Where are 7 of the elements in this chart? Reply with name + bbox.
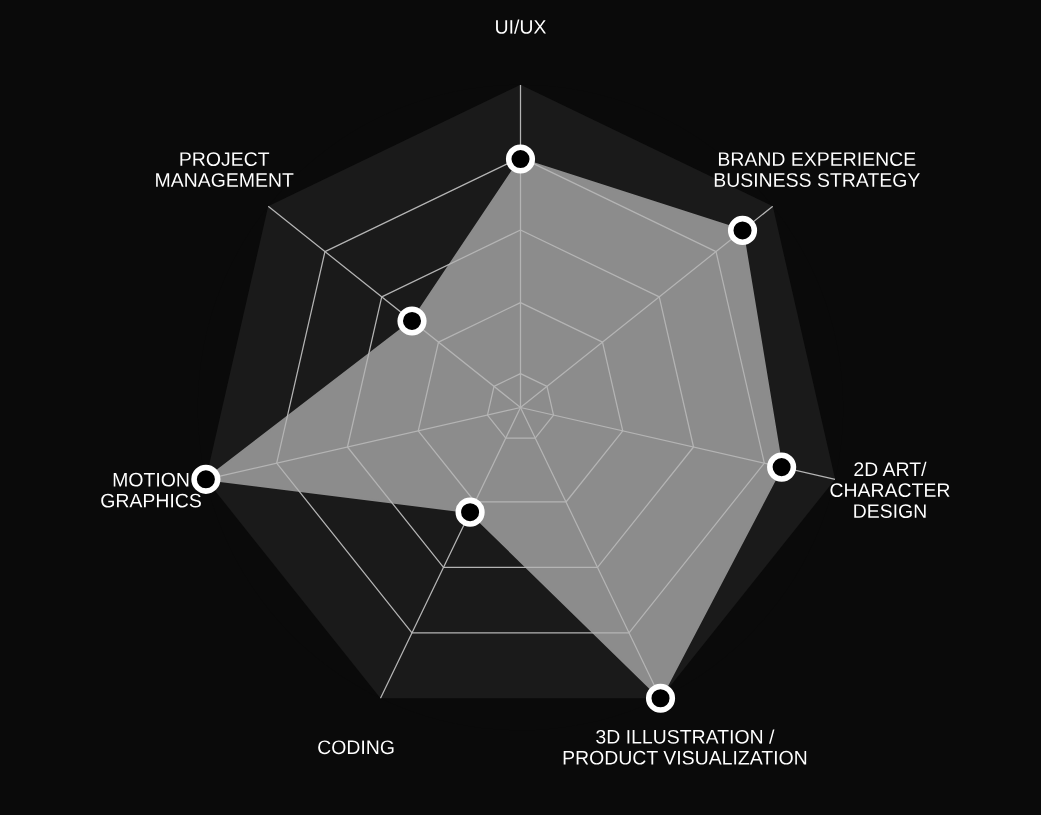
spoke-label: BRAND EXPERIENCE BUSINESS STRATEGY	[714, 152, 920, 187]
spoke-label: CODING	[318, 740, 394, 755]
spoke-label: PROJECT MANAGEMENT	[156, 152, 294, 187]
spoke-label: UI/UX	[496, 19, 547, 34]
spoke-label: 3D ILLUSTRATION / PRODUCT VISUALIZATION	[563, 729, 807, 765]
spoke-label: 2D ART/ CHARACTER DESIGN	[830, 461, 950, 518]
spoke-label: MOTION GRAPHICS	[101, 472, 201, 508]
